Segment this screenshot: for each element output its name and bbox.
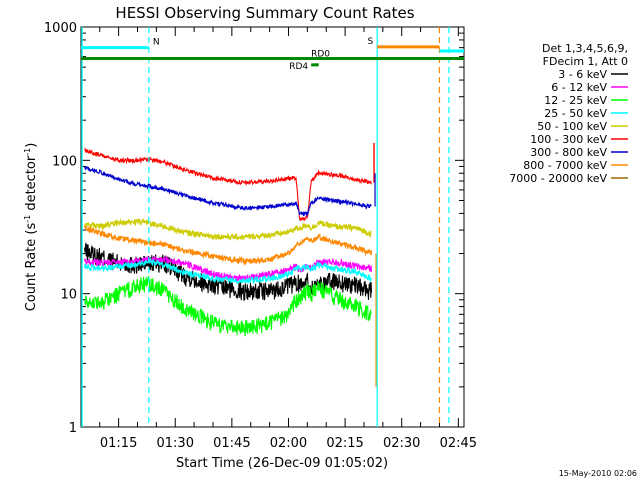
x-tick-label: 01:15 [100, 436, 137, 451]
legend-entry: 3 - 6 keV [558, 68, 607, 81]
y-tick-label: 1000 [44, 21, 77, 36]
legend-entry: 6 - 12 keV [551, 81, 607, 94]
series-line-0 [84, 242, 373, 301]
y-axis-label: Count Rate (s-1 detector-1) [23, 143, 39, 312]
legend-entry: 12 - 25 keV [544, 94, 607, 107]
legend-header: FDecim 1, Att 0 [543, 55, 628, 68]
annotation-label: RD0 [311, 50, 330, 60]
x-tick-label: 02:15 [326, 436, 363, 451]
legend-entry: 300 - 800 keV [530, 146, 607, 159]
series-line-7 [84, 224, 373, 266]
legend: Det 1,3,4,5,6,9,FDecim 1, Att 03 - 6 keV… [509, 42, 628, 185]
x-axis-label: Start Time (26-Dec-09 01:05:02) [176, 456, 388, 471]
x-tick-label: 01:45 [213, 436, 250, 451]
y-tick-label: 100 [52, 154, 77, 169]
legend-entry: 25 - 50 keV [544, 107, 607, 120]
annotation-label: RD4 [289, 62, 308, 72]
legend-entry: 50 - 100 keV [537, 120, 607, 133]
annotation-label: S [367, 37, 373, 47]
x-tick-label: 02:45 [440, 436, 477, 451]
plot-area [80, 26, 465, 428]
series-line-3 [84, 257, 373, 285]
legend-entry: 7000 - 20000 keV [509, 172, 607, 185]
y-tick-label: 1 [69, 421, 77, 436]
series-line-4 [84, 218, 372, 242]
x-tick-label: 02:00 [270, 436, 307, 451]
chart-title: HESSI Observing Summary Count Rates [115, 4, 414, 22]
legend-header: Det 1,3,4,5,6,9, [542, 42, 628, 55]
legend-entry: 100 - 300 keV [530, 133, 607, 146]
x-tick-label: 02:30 [383, 436, 420, 451]
x-tick-label: 01:30 [157, 436, 194, 451]
series-line-6 [84, 166, 372, 218]
annotation-label: N [153, 38, 160, 48]
legend-entry: 800 - 7000 keV [523, 159, 607, 172]
series-line-5 [84, 147, 373, 222]
footer-timestamp: 15-May-2010 02:06 [559, 469, 637, 478]
series-line-2 [84, 275, 372, 337]
y-tick-label: 10 [60, 288, 77, 303]
